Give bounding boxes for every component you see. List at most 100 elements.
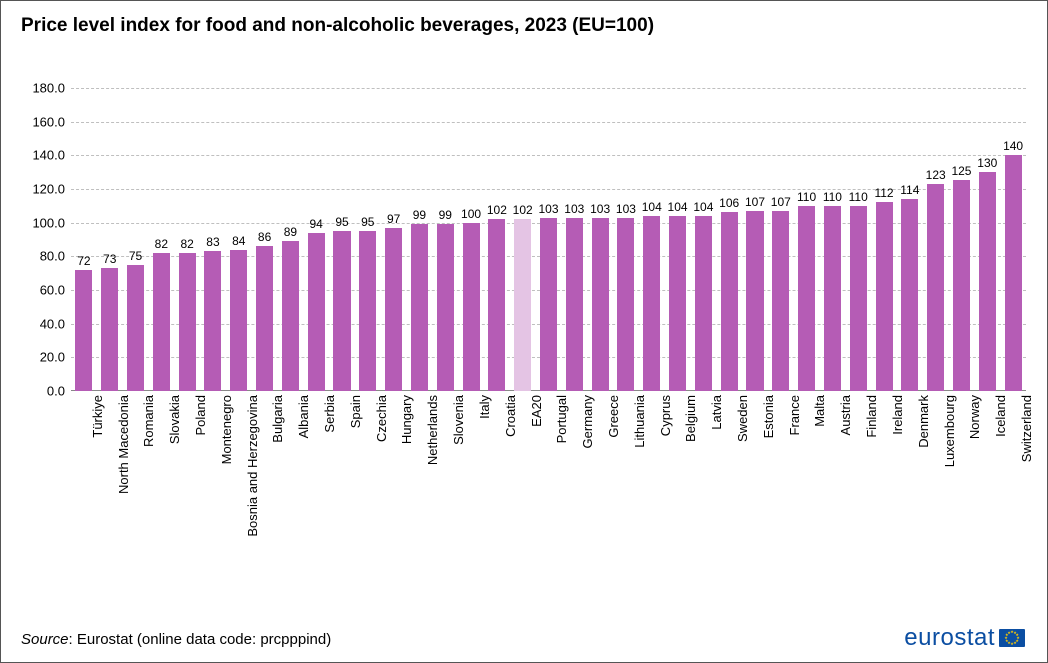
y-axis-tick-label: 160.0 <box>32 114 65 129</box>
bar <box>230 250 247 391</box>
x-axis-category-label: North Macedonia <box>116 395 131 494</box>
bar-value-label: 123 <box>926 168 946 182</box>
chart-title: Price level index for food and non-alcoh… <box>21 15 654 37</box>
bar <box>695 216 712 391</box>
bar <box>385 228 402 391</box>
x-axis-category-label: Austria <box>838 395 853 435</box>
bar <box>179 253 196 391</box>
bar-value-label: 103 <box>564 202 584 216</box>
y-axis-tick-label: 20.0 <box>40 350 65 365</box>
bar <box>927 184 944 391</box>
y-axis-tick-label: 0.0 <box>47 384 65 399</box>
x-axis-category-label: Hungary <box>399 395 414 444</box>
x-axis-category-label: Bulgaria <box>270 395 285 443</box>
bar <box>101 268 118 391</box>
bar <box>979 172 996 391</box>
bar-value-label: 94 <box>310 217 323 231</box>
bar-value-label: 100 <box>461 207 481 221</box>
x-axis-category-label: Spain <box>348 395 363 428</box>
bar <box>308 233 325 391</box>
x-axis-category-label: Ireland <box>890 395 905 435</box>
x-axis-category-label: EA20 <box>529 395 544 427</box>
x-axis-category-label: Cyprus <box>658 395 673 436</box>
bar <box>772 211 789 391</box>
x-axis-category-label: Türkiye <box>90 395 105 438</box>
bar-value-label: 75 <box>129 249 142 263</box>
y-axis-tick-label: 80.0 <box>40 249 65 264</box>
x-axis-category-label: Denmark <box>916 395 931 448</box>
x-axis-category-label: France <box>787 395 802 435</box>
bar-value-label: 107 <box>745 195 765 209</box>
bar-value-label: 99 <box>439 208 452 222</box>
bar-value-label: 102 <box>513 203 533 217</box>
eu-flag-icon: ★★★★★★★★★★★★ <box>999 629 1025 647</box>
x-axis-category-label: Latvia <box>709 395 724 430</box>
bar <box>798 206 815 391</box>
x-axis-category-label: Norway <box>967 395 982 439</box>
x-axis-category-label: Lithuania <box>632 395 647 448</box>
source-separator: : <box>69 631 77 648</box>
bar <box>437 224 454 391</box>
bar-value-label: 82 <box>155 237 168 251</box>
bar <box>669 216 686 391</box>
bar-value-label: 140 <box>1003 139 1023 153</box>
bar <box>282 241 299 391</box>
x-axis-category-label: Sweden <box>735 395 750 442</box>
bar-value-label: 82 <box>180 237 193 251</box>
x-axis-category-label: Slovenia <box>451 395 466 445</box>
x-axis-category-label: Iceland <box>993 395 1008 437</box>
bar-value-label: 112 <box>874 186 893 200</box>
bar <box>566 218 583 391</box>
bar <box>1005 155 1022 391</box>
bar <box>901 199 918 391</box>
bar-value-label: 95 <box>335 215 348 229</box>
plot-area: 0.020.040.060.080.0100.0120.0140.0160.01… <box>71 71 1026 391</box>
x-axis-category-label: Greece <box>606 395 621 438</box>
bar-value-label: 103 <box>590 202 610 216</box>
bar <box>592 218 609 391</box>
bar <box>514 219 531 391</box>
bar <box>153 253 170 391</box>
y-axis-tick-label: 100.0 <box>32 215 65 230</box>
x-axis-category-label: Croatia <box>503 395 518 437</box>
bar <box>746 211 763 391</box>
bar-value-label: 130 <box>977 156 997 170</box>
bar <box>643 216 660 391</box>
bar <box>204 251 221 391</box>
source-text: Eurostat (online data code: prcpppind) <box>77 631 331 648</box>
x-axis-category-label: Montenegro <box>219 395 234 464</box>
x-axis-category-label: Bosnia and Herzegovina <box>245 395 260 537</box>
x-axis-category-label: Germany <box>580 395 595 448</box>
bar-value-label: 73 <box>103 252 116 266</box>
bar-value-label: 114 <box>900 183 919 197</box>
x-axis-category-label: Switzerland <box>1019 395 1034 462</box>
gridline <box>71 122 1026 123</box>
bar-value-label: 89 <box>284 225 297 239</box>
bar-value-label: 104 <box>668 200 688 214</box>
bar-value-label: 103 <box>616 202 636 216</box>
x-axis-category-label: Portugal <box>554 395 569 443</box>
gridline <box>71 155 1026 156</box>
bar-value-label: 125 <box>951 164 971 178</box>
bar <box>953 180 970 391</box>
y-axis-tick-label: 120.0 <box>32 181 65 196</box>
y-axis-tick-label: 60.0 <box>40 282 65 297</box>
x-axis-category-label: Netherlands <box>425 395 440 465</box>
bar-value-label: 104 <box>642 200 662 214</box>
y-axis-tick-label: 140.0 <box>32 148 65 163</box>
bar <box>488 219 505 391</box>
bar-value-label: 95 <box>361 215 374 229</box>
source-line: Source: Eurostat (online data code: prcp… <box>21 631 331 648</box>
x-axis-category-label: Malta <box>812 395 827 427</box>
bar <box>617 218 634 391</box>
bar <box>850 206 867 391</box>
bar <box>256 246 273 391</box>
x-axis-category-label: Estonia <box>761 395 776 438</box>
eurostat-logo: eurostat ★★★★★★★★★★★★ <box>904 624 1025 652</box>
bar-value-label: 104 <box>693 200 713 214</box>
bar <box>359 231 376 391</box>
source-label: Source <box>21 631 69 648</box>
eurostat-logo-text: eurostat <box>904 624 995 652</box>
bar-value-label: 97 <box>387 212 400 226</box>
x-axis-category-label: Slovakia <box>167 395 182 444</box>
